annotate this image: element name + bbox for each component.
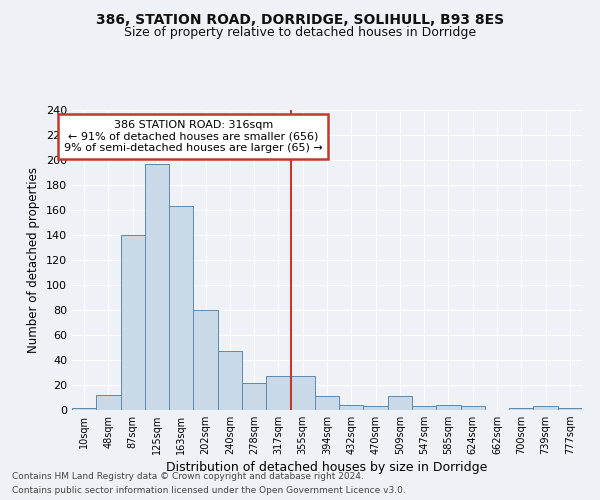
- Bar: [169, 206, 193, 410]
- Bar: [364, 406, 388, 410]
- Bar: [72, 408, 96, 410]
- Bar: [533, 406, 558, 410]
- Bar: [558, 408, 582, 410]
- Bar: [461, 406, 485, 410]
- Text: Size of property relative to detached houses in Dorridge: Size of property relative to detached ho…: [124, 26, 476, 39]
- Bar: [388, 396, 412, 410]
- Bar: [315, 396, 339, 410]
- Bar: [145, 164, 169, 410]
- Bar: [193, 310, 218, 410]
- Text: Contains public sector information licensed under the Open Government Licence v3: Contains public sector information licen…: [12, 486, 406, 495]
- Bar: [509, 408, 533, 410]
- Bar: [266, 376, 290, 410]
- Text: Contains HM Land Registry data © Crown copyright and database right 2024.: Contains HM Land Registry data © Crown c…: [12, 472, 364, 481]
- Text: 386, STATION ROAD, DORRIDGE, SOLIHULL, B93 8ES: 386, STATION ROAD, DORRIDGE, SOLIHULL, B…: [96, 12, 504, 26]
- Bar: [121, 235, 145, 410]
- Text: 386 STATION ROAD: 316sqm
← 91% of detached houses are smaller (656)
9% of semi-d: 386 STATION ROAD: 316sqm ← 91% of detach…: [64, 120, 323, 153]
- Bar: [290, 376, 315, 410]
- Bar: [412, 406, 436, 410]
- Bar: [242, 382, 266, 410]
- Bar: [436, 405, 461, 410]
- Bar: [339, 405, 364, 410]
- Bar: [96, 395, 121, 410]
- Bar: [218, 351, 242, 410]
- Y-axis label: Number of detached properties: Number of detached properties: [28, 167, 40, 353]
- X-axis label: Distribution of detached houses by size in Dorridge: Distribution of detached houses by size …: [166, 462, 488, 474]
